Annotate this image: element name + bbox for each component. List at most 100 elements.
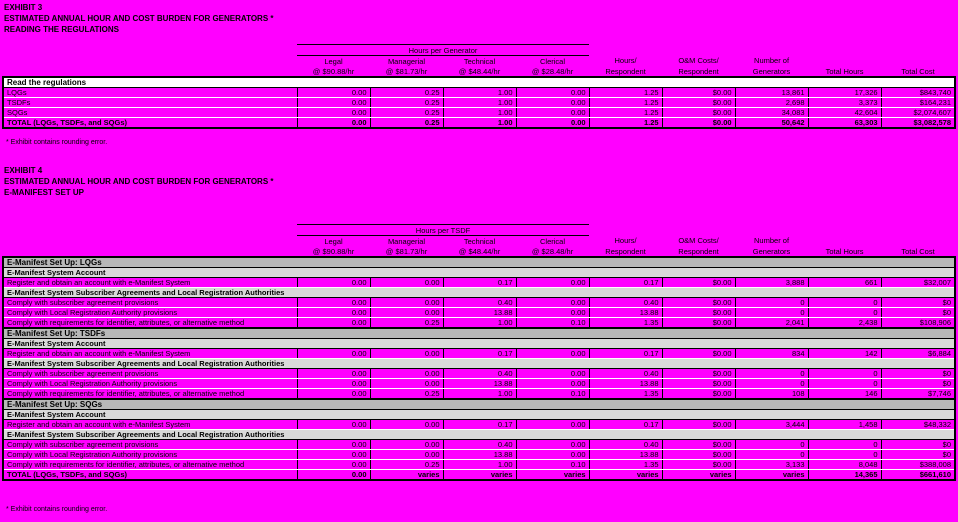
- cell-value: 0.10: [515, 317, 590, 329]
- cell-value: varies: [734, 469, 809, 481]
- cell-value: $48,332: [880, 419, 956, 430]
- cell-value: 1.00: [442, 459, 517, 470]
- cell-value: 0: [807, 378, 882, 389]
- cell-value: 0: [734, 439, 809, 450]
- span-header-row: Hours per Generator: [3, 44, 955, 56]
- column-header: @ $28.48/hr: [531, 66, 574, 76]
- column-header: Managerial: [387, 56, 426, 66]
- cell-value: 146: [807, 388, 882, 400]
- exhibit-2-title: ESTIMATED ANNUAL HOUR AND COST BURDEN FO…: [4, 177, 274, 186]
- cell-value: 0.00: [515, 419, 590, 430]
- section-row: E-Manifest System Subscriber Agreements …: [2, 429, 956, 440]
- spacer-cell: [3, 236, 297, 247]
- cell-value: 0.00: [515, 277, 590, 288]
- cell-value: 0: [734, 368, 809, 379]
- cell-value: 0.00: [369, 348, 444, 359]
- exhibit-2-label: EXHIBIT 4: [4, 166, 43, 175]
- cell-value: 1.00: [442, 87, 517, 98]
- cell-value: $0.00: [661, 449, 736, 460]
- exhibit-1-header: EXHIBIT 3 ESTIMATED ANNUAL HOUR AND COST…: [4, 2, 274, 35]
- section-row: E-Manifest System Subscriber Agreements …: [2, 358, 956, 369]
- exhibit-1-table-body: Read the regulations LQGs 0.00 0.25 1.00 0.00…: [2, 76, 956, 129]
- column-header: [881, 56, 955, 67]
- exhibit-1-footnote: * Exhibit contains rounding error.: [6, 139, 108, 146]
- cell-value: 13.88: [588, 307, 663, 318]
- spacer-cell: [589, 45, 955, 56]
- row-label: Register and obtain an account with e-Ma…: [2, 419, 298, 430]
- column-header-row: Legal Managerial Technical Clerical Hours/O&…: [3, 56, 955, 67]
- span-header-row: Hours per TSDF: [3, 224, 955, 236]
- cell-value: $3,082,578: [880, 117, 956, 129]
- cell-value: 0: [734, 449, 809, 460]
- cell-value: 0.00: [515, 439, 590, 450]
- cell-value: 3,133: [734, 459, 809, 470]
- cell-value: 1,458: [807, 419, 882, 430]
- spacer-cell: [3, 66, 297, 77]
- cell-value: 0.17: [588, 277, 663, 288]
- cell-value: 13.88: [442, 449, 517, 460]
- column-header: Respondent: [678, 246, 719, 256]
- cell-value: 0.10: [515, 459, 590, 470]
- section-label: E-Manifest System Subscriber Agreements …: [2, 429, 956, 440]
- cell-value: 0.00: [296, 368, 371, 379]
- section-label: E-Manifest Set Up: SQGs: [2, 398, 956, 410]
- column-header: Legal: [324, 236, 343, 246]
- spacer-cell: [3, 246, 297, 257]
- column-header: Respondent: [678, 66, 719, 76]
- cell-value: 1.00: [442, 117, 517, 129]
- row-label: Comply with requirements for identifier,…: [2, 388, 298, 400]
- cell-value: $164,231: [880, 97, 956, 108]
- cell-value: 0.25: [369, 87, 444, 98]
- cell-value: 0: [807, 449, 882, 460]
- cell-value: 0.00: [296, 307, 371, 318]
- table-row: Register and obtain an account with e-Ma…: [2, 419, 956, 430]
- cell-value: $0.00: [661, 117, 736, 129]
- table-row: LQGs 0.00 0.25 1.00 0.00 1.25 $0.00 13,861 17,32…: [2, 87, 956, 98]
- cell-value: 3,373: [807, 97, 882, 108]
- column-header: Clerical: [540, 236, 566, 246]
- cell-value: $0: [880, 307, 956, 318]
- cell-value: 0.00: [369, 439, 444, 450]
- row-label: Comply with Local Registration Authority…: [2, 378, 298, 389]
- cell-value: 1.00: [442, 107, 517, 118]
- cell-value: 0.00: [515, 307, 590, 318]
- cell-value: 0.00: [369, 419, 444, 430]
- cell-value: $0.00: [661, 439, 736, 450]
- cell-value: 0.00: [296, 97, 371, 108]
- cell-value: 0.00: [296, 388, 371, 400]
- cell-value: $32,007: [880, 277, 956, 288]
- cell-value: 0.40: [442, 439, 517, 450]
- cell-value: 0: [734, 307, 809, 318]
- cell-value: 0.00: [515, 97, 590, 108]
- cell-value: $0.00: [661, 459, 736, 470]
- cell-value: $0: [880, 449, 956, 460]
- cell-value: 0.00: [296, 277, 371, 288]
- exhibit-2-table-head: Hours per TSDF Legal Managerial Technical Cl…: [3, 224, 955, 258]
- column-header: @ $90.88/hr: [312, 246, 355, 256]
- cell-value: 0.00: [296, 117, 371, 129]
- cell-value: 0.00: [515, 117, 590, 129]
- cell-value: 13.88: [588, 449, 663, 460]
- exhibit-2-header: EXHIBIT 4 ESTIMATED ANNUAL HOUR AND COST…: [4, 165, 274, 198]
- cell-value: 0.00: [515, 348, 590, 359]
- cell-value: 0.17: [588, 348, 663, 359]
- table-row: Comply with subscriber agreement provisi…: [2, 439, 956, 450]
- cell-value: $6,884: [880, 348, 956, 359]
- spacer-cell: [589, 225, 955, 236]
- section-label: E-Manifest Set Up: TSDFs: [2, 327, 956, 339]
- cell-value: 0.00: [515, 87, 590, 98]
- cell-value: 0.00: [515, 297, 590, 308]
- column-header: [808, 236, 881, 247]
- cell-value: 63,303: [807, 117, 882, 129]
- cell-value: 0.00: [369, 307, 444, 318]
- cell-value: 13.88: [588, 378, 663, 389]
- cell-value: $0.00: [661, 378, 736, 389]
- row-label: Register and obtain an account with e-Ma…: [2, 348, 298, 359]
- column-header-row: @ $90.88/hr @ $81.73/hr @ $48.44/hr @ $28.4…: [3, 66, 955, 77]
- cell-value: 0.25: [369, 107, 444, 118]
- cell-value: 13.88: [442, 378, 517, 389]
- section-label: Read the regulations: [2, 76, 956, 88]
- column-header: Total Hours: [825, 66, 864, 76]
- row-label: Comply with requirements for identifier,…: [2, 317, 298, 329]
